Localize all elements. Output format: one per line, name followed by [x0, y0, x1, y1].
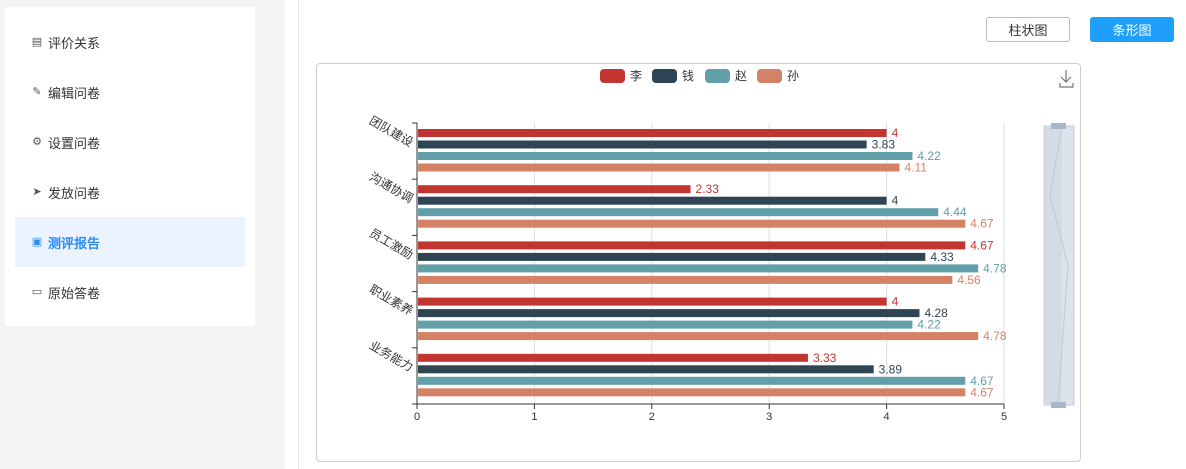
data-label: 4 — [892, 295, 899, 309]
bar — [418, 219, 966, 228]
legend-label: 孙 — [787, 69, 799, 83]
bar — [418, 140, 867, 149]
sidebar-item-raw-answers[interactable]: ▭ 原始答卷 — [15, 267, 245, 317]
bar — [418, 365, 874, 374]
y-tick-label: 员工激励 — [367, 226, 416, 262]
report-icon: ▣ — [31, 236, 43, 248]
data-label: 4.22 — [917, 318, 941, 332]
legend-label: 李 — [630, 68, 642, 83]
data-label: 3.33 — [813, 351, 837, 365]
data-label: 2.33 — [696, 182, 720, 196]
sidebar-item-label: 设置问卷 — [48, 135, 101, 151]
data-label: 4.28 — [924, 306, 948, 320]
send-icon: ➤ — [32, 186, 42, 198]
chart-container — [316, 63, 1081, 462]
sidebar-item-report[interactable]: ▣ 测评报告 — [15, 217, 245, 267]
x-tick-label: 4 — [884, 411, 890, 423]
legend-swatch — [757, 69, 782, 83]
y-tick-label: 沟通协调 — [367, 169, 416, 206]
data-label: 4.78 — [983, 261, 1007, 275]
edit-icon: ✎ — [32, 86, 42, 98]
column-chart-button[interactable]: 柱状图 — [986, 17, 1070, 42]
data-label: 4.11 — [905, 161, 928, 175]
answer-icon: ▭ — [31, 286, 43, 298]
bar — [418, 353, 808, 362]
divider — [298, 0, 299, 469]
sidebar-item-label: 测评报告 — [48, 235, 101, 251]
bar — [418, 241, 966, 250]
bar — [418, 185, 691, 194]
legend-swatch — [705, 69, 730, 83]
legend-swatch — [600, 69, 625, 83]
data-label: 4.67 — [970, 385, 994, 399]
data-label: 4.67 — [970, 374, 994, 388]
data-label: 4.78 — [983, 329, 1007, 343]
data-label: 4 — [892, 126, 899, 140]
x-tick-label: 0 — [414, 411, 420, 423]
bar — [418, 152, 913, 160]
y-tick-label: 职业素养 — [367, 281, 416, 318]
sidebar-item-label: 发放问卷 — [48, 185, 101, 201]
bar — [418, 297, 887, 306]
download-icon[interactable] — [1059, 70, 1074, 88]
bar — [418, 275, 953, 284]
bar — [418, 196, 887, 205]
x-tick-label: 2 — [649, 411, 655, 423]
sidebar: ▤ 评价关系 ✎ 编辑问卷 ⚙ 设置问卷 ➤ 发放问卷 ▣ 测评报告 ▭ 原始答卷 — [5, 7, 255, 326]
bar — [418, 208, 939, 217]
sidebar-item-survey-settings[interactable]: ⚙ 设置问卷 — [15, 117, 245, 167]
data-label: 4.44 — [943, 205, 967, 219]
bar — [418, 129, 887, 137]
chart-icon: ▤ — [31, 36, 43, 48]
x-tick-label: 3 — [766, 411, 772, 423]
bar — [418, 320, 913, 329]
datazoom-slider[interactable] — [1043, 123, 1075, 408]
sidebar-item-evaluation-relations[interactable]: ▤ 评价关系 — [15, 17, 245, 67]
sidebar-item-edit-survey[interactable]: ✎ 编辑问卷 — [15, 67, 245, 117]
datazoom-handle-bottom[interactable] — [1051, 402, 1066, 408]
data-label: 4.22 — [917, 149, 941, 163]
data-label: 4.67 — [970, 238, 994, 252]
sidebar-item-label: 编辑问卷 — [48, 85, 101, 101]
sidebar-item-label: 原始答卷 — [48, 285, 101, 301]
sidebar-item-label: 评价关系 — [48, 35, 101, 51]
data-label: 4 — [892, 194, 899, 208]
data-label: 3.83 — [872, 138, 896, 152]
bar — [418, 163, 900, 172]
y-tick-label: 团队建设 — [367, 113, 416, 150]
gear-icon: ⚙ — [32, 136, 42, 148]
data-label: 3.89 — [879, 362, 903, 376]
datazoom-handle-top[interactable] — [1051, 123, 1066, 129]
y-tick-label: 业务能力 — [367, 337, 416, 374]
bar — [418, 309, 920, 318]
legend-label: 赵 — [735, 69, 747, 83]
sidebar-item-distribute-survey[interactable]: ➤ 发放问卷 — [15, 167, 245, 217]
data-label: 4.56 — [957, 273, 981, 287]
x-tick-label: 1 — [531, 411, 537, 423]
bar — [418, 252, 926, 261]
data-label: 4.33 — [930, 250, 954, 264]
bar-chart-button[interactable]: 条形图 — [1090, 17, 1174, 42]
x-tick-label: 5 — [1001, 411, 1007, 423]
legend-label: 钱 — [682, 68, 694, 83]
bar — [418, 332, 979, 341]
bar — [418, 376, 966, 385]
bar — [418, 388, 966, 397]
data-label: 4.67 — [970, 217, 994, 231]
bar — [418, 264, 979, 273]
legend-swatch — [652, 69, 677, 83]
